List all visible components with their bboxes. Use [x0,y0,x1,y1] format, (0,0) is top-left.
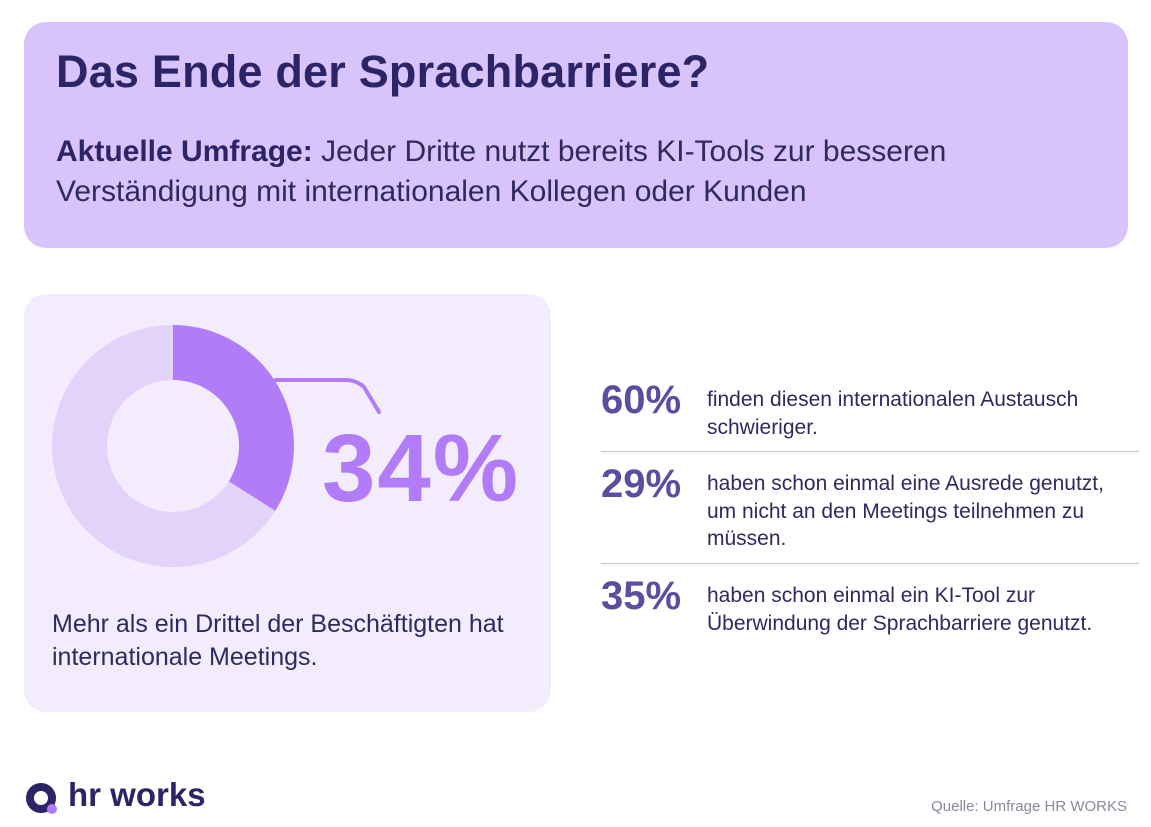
subtitle-lead: Aktuelle Umfrage: [56,135,313,168]
stat-text: finden diesen internationalen Austausch … [707,388,1079,439]
subtitle: Aktuelle Umfrage: Jeder Dritte nutzt ber… [56,132,1106,212]
hr-works-logo-icon [26,783,57,814]
stat-value: 29% [601,462,682,506]
page-title: Das Ende der Sprachbarriere? [56,46,710,97]
divider [601,451,1139,452]
donut-caption: Mehr als ein Drittel der Beschäftigten h… [52,610,504,671]
donut-chart [51,325,381,567]
subtitle-text: Jeder Dritte nutzt bereits KI-Tools zur … [56,135,947,208]
source-note: Quelle: Umfrage HR WORKS [931,798,1127,815]
stat-text: haben schon einmal eine Ausrede genutzt,… [707,472,1104,550]
stat-value: 60% [601,378,682,422]
stat-text: haben schon einmal ein KI-Tool zur Überw… [707,584,1093,635]
brand-name: hr works [68,776,206,813]
divider [601,563,1139,564]
donut-value-label: 34% [322,415,521,522]
donut-slice-rest [51,325,276,567]
donut-leader-line [274,378,381,414]
header-card: Das Ende der Sprachbarriere? Aktuelle Um… [24,22,1128,248]
stat-value: 35% [601,574,682,618]
donut-card: 34% Mehr als ein Drittel der Beschäftigt… [24,294,551,712]
donut-slice-highlight [173,325,294,511]
